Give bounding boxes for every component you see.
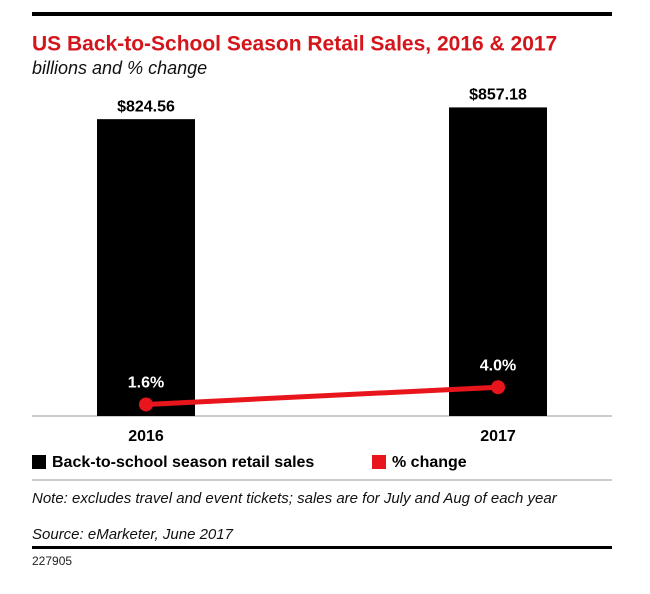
- bar-value-label: $857.18: [469, 87, 527, 104]
- legend-label: % change: [392, 454, 467, 471]
- source: Source: eMarketer, June 2017: [32, 526, 233, 543]
- note: Note: excludes travel and event tickets;…: [32, 490, 557, 507]
- line-value-label: 1.6%: [128, 375, 164, 392]
- chart-title: US Back-to-School Season Retail Sales, 2…: [32, 33, 557, 56]
- line-point: [491, 380, 505, 395]
- line-point: [139, 397, 153, 412]
- line: [145, 384, 499, 407]
- chart-subtitle: billions and % change: [32, 58, 207, 78]
- legend-swatch: [372, 455, 386, 469]
- bottom-rule: [32, 546, 612, 549]
- bar: [449, 107, 547, 417]
- top-rule: [32, 12, 612, 16]
- x-tick-label: 2016: [128, 428, 164, 445]
- line-value-label: 4.0%: [480, 357, 516, 374]
- bar-value-label: $824.56: [117, 98, 175, 115]
- legend-label: Back-to-school season retail sales: [52, 454, 314, 471]
- chart-id: 227905: [32, 554, 72, 568]
- bar: [97, 119, 195, 417]
- x-tick-label: 2017: [480, 428, 516, 445]
- legend-swatch: [32, 455, 46, 469]
